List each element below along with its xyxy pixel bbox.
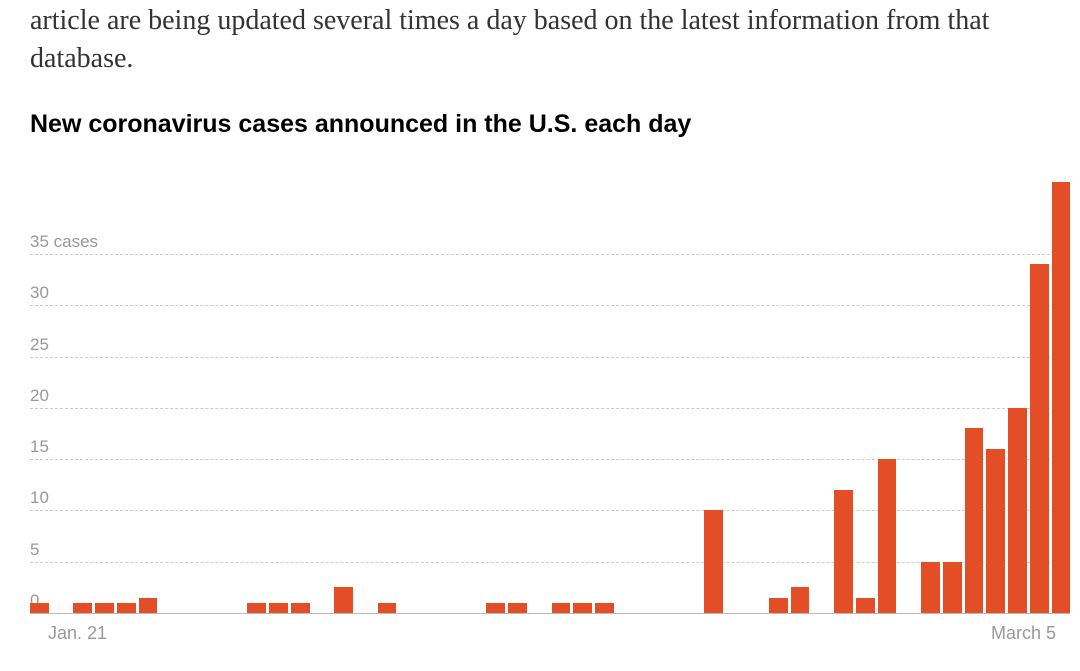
bar-slot (486, 172, 505, 613)
bar-slot (530, 172, 549, 613)
bar (291, 603, 310, 613)
bar-slot (465, 172, 484, 613)
bar-slot (30, 172, 49, 613)
chart-plot-area: 05101520253035 cases (30, 172, 1070, 613)
bar-slot (726, 172, 745, 613)
bar (595, 603, 614, 613)
bar (834, 490, 853, 613)
bar-slot (899, 172, 918, 613)
bar (1008, 408, 1027, 613)
bar-slot (921, 172, 940, 613)
bar (247, 603, 266, 613)
gridline: 0 (30, 613, 1070, 614)
bar-slot (356, 172, 375, 613)
bar (1052, 182, 1071, 613)
bar (95, 603, 114, 613)
bar-slot (660, 172, 679, 613)
bar-slot (856, 172, 875, 613)
bar (269, 603, 288, 613)
bar-slot (704, 172, 723, 613)
bar (1030, 264, 1049, 613)
chart-bars (30, 172, 1070, 613)
bar-slot (747, 172, 766, 613)
bar-slot (421, 172, 440, 613)
bar (486, 603, 505, 613)
bar-slot (791, 172, 810, 613)
bar-slot (160, 172, 179, 613)
bar-slot (443, 172, 462, 613)
bar-slot (986, 172, 1005, 613)
bar (921, 562, 940, 613)
bar (552, 603, 571, 613)
bar (943, 562, 962, 613)
bar-slot (269, 172, 288, 613)
bar-slot (682, 172, 701, 613)
bar (334, 587, 353, 613)
bar-slot (812, 172, 831, 613)
bar-slot (291, 172, 310, 613)
bar (73, 603, 92, 613)
bar-slot (769, 172, 788, 613)
bar (378, 603, 397, 613)
bar-slot (595, 172, 614, 613)
bar-slot (139, 172, 158, 613)
bar (704, 510, 723, 613)
chart-title: New coronavirus cases announced in the U… (30, 110, 1070, 139)
bar-slot (834, 172, 853, 613)
bar-slot (508, 172, 527, 613)
bar (117, 603, 136, 613)
bar-slot (943, 172, 962, 613)
bar-slot (226, 172, 245, 613)
bar-slot (247, 172, 266, 613)
bar-slot (617, 172, 636, 613)
x-axis-label-start: Jan. 21 (48, 623, 107, 644)
bar-slot (204, 172, 223, 613)
bar (965, 428, 984, 613)
bar-slot (573, 172, 592, 613)
bar-slot (1008, 172, 1027, 613)
bar-slot (95, 172, 114, 613)
bar-slot (117, 172, 136, 613)
bar (769, 598, 788, 613)
bar (30, 603, 49, 613)
bar (508, 603, 527, 613)
bar-slot (1052, 172, 1071, 613)
bar-slot (334, 172, 353, 613)
bar (791, 587, 810, 613)
bar-slot (313, 172, 332, 613)
bar-slot (639, 172, 658, 613)
cases-chart: New coronavirus cases announced in the U… (30, 110, 1070, 661)
bar-slot (399, 172, 418, 613)
bar-slot (378, 172, 397, 613)
chart-x-axis: Jan. 21 March 5 (30, 623, 1070, 649)
bar-slot (1030, 172, 1049, 613)
bar-slot (73, 172, 92, 613)
bar (878, 459, 897, 613)
bar-slot (878, 172, 897, 613)
article-paragraph: article are being updated several times … (0, 0, 1080, 88)
bar-slot (182, 172, 201, 613)
bar-slot (552, 172, 571, 613)
bar (573, 603, 592, 613)
bar (986, 449, 1005, 613)
x-axis-label-end: March 5 (991, 623, 1056, 644)
bar-slot (965, 172, 984, 613)
bar-slot (52, 172, 71, 613)
bar (856, 598, 875, 613)
bar (139, 598, 158, 613)
